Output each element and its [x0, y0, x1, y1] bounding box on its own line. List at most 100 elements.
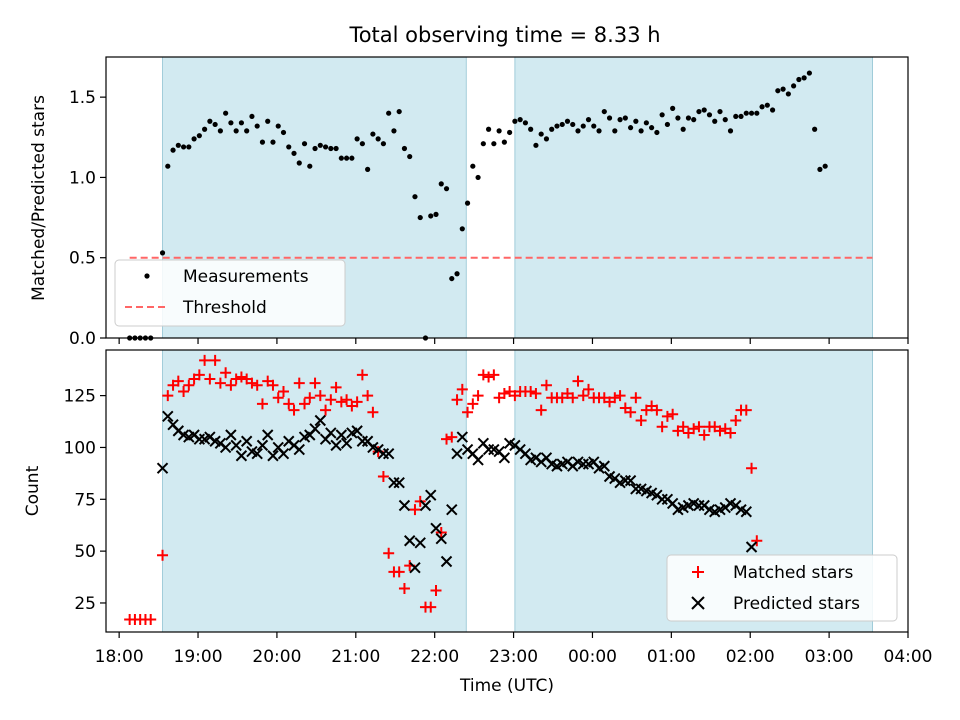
matched-star-point	[430, 585, 442, 597]
measurement-point	[633, 118, 639, 124]
measurement-point	[212, 121, 218, 128]
measurement-point	[370, 131, 376, 137]
matched-star-point	[540, 379, 552, 391]
measurement-point	[454, 271, 460, 277]
matched-star-point	[567, 392, 579, 404]
x-tick-label: 23:00	[489, 647, 538, 667]
matched-star-point	[572, 375, 584, 387]
chart-title: Total observing time = 8.33 h	[348, 23, 660, 47]
measurement-point	[428, 213, 434, 219]
matched-star-point	[483, 371, 495, 383]
measurement-point	[359, 141, 365, 147]
measurement-point	[622, 115, 628, 121]
y-tick-label: 1.5	[69, 88, 96, 108]
measurement-point	[812, 126, 818, 132]
matched-star-point	[299, 398, 311, 410]
predicted-star-point	[498, 452, 511, 464]
measurement-point	[733, 113, 739, 120]
measurement-point	[202, 126, 208, 132]
matched-star-point	[178, 385, 190, 397]
measurement-point	[170, 147, 176, 153]
matched-star-point	[162, 390, 174, 402]
measurement-point	[559, 121, 565, 128]
matched-star-point	[693, 421, 705, 433]
measurement-point	[301, 141, 308, 147]
measurement-point	[627, 125, 634, 131]
legend-predicted-marker	[691, 596, 705, 610]
matched-star-point	[309, 377, 321, 389]
measurement-point	[280, 129, 287, 136]
measurement-point	[685, 115, 692, 121]
measurement-point	[470, 163, 476, 169]
matched-star-point	[214, 377, 226, 389]
predicted-star-point	[293, 443, 305, 456]
x-tick-label: 19:00	[174, 647, 223, 667]
y-tick-label: 1.0	[69, 168, 96, 188]
x-tick-label: 18:00	[95, 647, 144, 667]
measurement-point	[649, 125, 655, 131]
measurement-point	[596, 128, 602, 134]
measurement-point	[438, 181, 444, 187]
measurement-point	[512, 118, 518, 124]
matched-star-point	[477, 369, 489, 381]
measurement-point	[806, 70, 812, 76]
measurement-point	[638, 128, 644, 134]
matched-star-point	[356, 369, 368, 381]
predicted-star-point	[425, 489, 437, 501]
measurement-point	[265, 118, 271, 124]
matched-star-point	[320, 404, 332, 416]
predicted-star-point	[446, 503, 458, 516]
measurement-point	[706, 112, 713, 118]
measurement-point	[796, 76, 802, 83]
y-tick-label: 100	[64, 438, 96, 458]
measurement-point	[491, 141, 497, 147]
measurement-point	[549, 126, 555, 132]
legend-measurements-marker	[144, 273, 150, 279]
legend-threshold-label: Threshold	[182, 298, 267, 318]
matched-star-point	[335, 396, 347, 408]
x-tick-label: 21:00	[331, 647, 380, 667]
matched-star-point	[377, 470, 389, 482]
matched-star-point	[467, 398, 479, 410]
measurement-point	[748, 110, 755, 116]
matched-star-point	[714, 425, 726, 437]
matched-star-point	[630, 392, 642, 404]
measurement-point	[464, 200, 471, 206]
matched-star-point	[246, 377, 258, 389]
x-tick-label: 22:00	[410, 647, 459, 667]
measurement-point	[286, 144, 292, 150]
measurement-point	[659, 112, 665, 118]
bottom-y-ticks: 25 50 75 100 125	[64, 387, 106, 614]
matched-star-point	[609, 392, 621, 404]
matched-star-point	[230, 373, 242, 385]
measurement-point	[822, 163, 828, 169]
top-legend: Measurements Threshold	[114, 259, 346, 327]
measurement-point	[612, 128, 618, 134]
matched-star-point	[751, 535, 763, 547]
matched-star-point	[330, 381, 342, 393]
bottom-y-axis-label: Count	[23, 465, 43, 516]
measurement-point	[291, 150, 297, 156]
top-y-ticks: 0.0 0.5 1.0 1.5	[69, 88, 106, 349]
matched-star-point	[530, 388, 542, 400]
matched-star-point	[498, 388, 510, 400]
measurement-point	[664, 121, 671, 128]
y-tick-label: 0.0	[69, 329, 96, 349]
matched-star-point	[625, 406, 637, 418]
measurement-point	[517, 117, 523, 123]
measurement-point	[543, 136, 550, 142]
predicted-star-point	[219, 441, 232, 454]
x-tick-label: 01:00	[647, 647, 696, 667]
measurement-point	[606, 115, 613, 121]
predicted-star-point	[325, 427, 337, 439]
predicted-star-point	[430, 522, 442, 535]
measurement-points	[127, 70, 828, 341]
measurement-point	[259, 139, 266, 145]
y-tick-label: 0.5	[69, 249, 96, 269]
matched-star-point	[314, 390, 326, 402]
measurement-point	[769, 107, 776, 113]
measurement-point	[675, 115, 681, 121]
predicted-star-point	[414, 537, 426, 549]
matched-star-point	[677, 421, 689, 433]
bottom-legend: Matched stars Predicted stars	[666, 554, 898, 622]
